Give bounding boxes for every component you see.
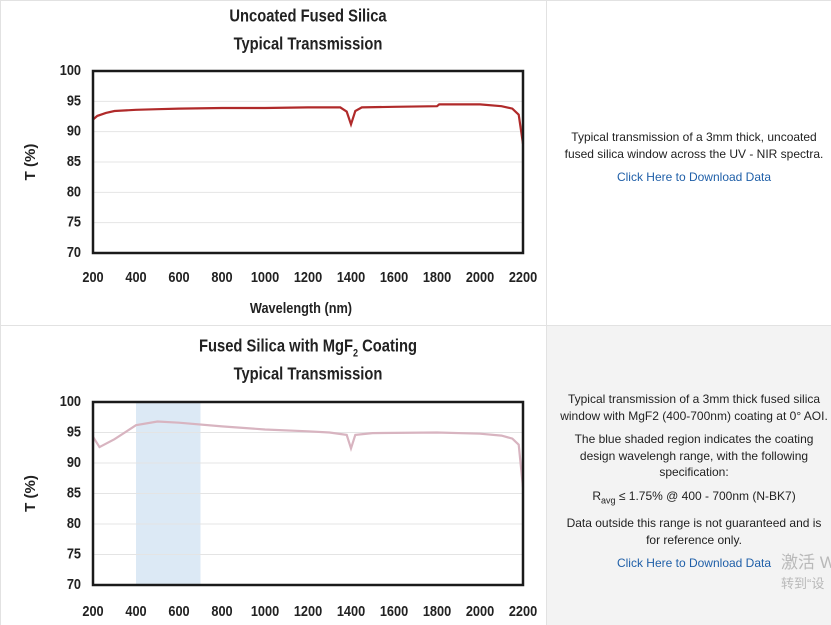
- chart-subtitle: Typical Transmission: [234, 34, 383, 54]
- info-cell: Typical transmission of a 3mm thick, unc…: [546, 0, 831, 326]
- info-panel: Typical transmission of a 3mm thick fuse…: [559, 391, 829, 579]
- x-tick-label: 2000: [466, 268, 495, 285]
- y-tick-label: 100: [60, 61, 81, 78]
- x-tick-label: 1400: [337, 602, 366, 619]
- description: Typical transmission of a 3mm thick, unc…: [564, 130, 824, 161]
- chart-cell: Fused Silica with MgF2 Coating Typical Tra…: [0, 325, 547, 625]
- x-tick-label: 600: [168, 602, 189, 619]
- shade-note: The blue shaded region indicates the coa…: [574, 432, 814, 479]
- chart-title: Uncoated Fused Silica: [229, 6, 387, 26]
- x-tick-label: 1200: [294, 602, 323, 619]
- y-tick-label: 90: [67, 122, 81, 139]
- chart: Uncoated Fused Silica Typical Transmissio…: [22, 6, 538, 316]
- chart-subtitle: Typical Transmission: [234, 364, 383, 384]
- y-tick-label: 70: [67, 575, 81, 592]
- title-text: Uncoated Fused Silica: [229, 6, 387, 26]
- title-subscript: 2: [353, 347, 358, 359]
- chart-cell: Uncoated Fused Silica Typical Transmissio…: [0, 0, 547, 326]
- x-tick-label: 800: [211, 602, 232, 619]
- x-tick-label: 600: [168, 268, 189, 285]
- watermark: 转到“设: [781, 576, 825, 591]
- y-tick-label: 80: [67, 514, 81, 531]
- chart: Fused Silica with MgF2 Coating Typical Tra…: [22, 336, 538, 619]
- data-line: [92, 103, 525, 144]
- y-tick-label: 75: [67, 213, 81, 230]
- x-tick-label: 400: [125, 268, 146, 285]
- x-tick-label: 1200: [294, 268, 323, 285]
- x-tick-label: 1600: [380, 602, 409, 619]
- plot-frame: [91, 69, 525, 255]
- spec-symbol: R: [592, 488, 601, 503]
- x-tick-label: 1600: [380, 268, 409, 285]
- y-tick-label: 80: [67, 182, 81, 199]
- y-axis-label: T (%): [22, 475, 39, 512]
- note: Data outside this range is not guarantee…: [566, 516, 822, 547]
- description: Typical transmission of a 3mm thick fuse…: [560, 392, 828, 423]
- watermark: 激活 W: [781, 553, 831, 572]
- title-text: Fused Silica with MgF: [199, 336, 353, 356]
- x-tick-label: 2000: [466, 602, 495, 619]
- chart-title: Fused Silica with MgF2 Coating: [199, 336, 417, 359]
- download-link[interactable]: Click Here to Download Data: [616, 170, 772, 184]
- y-tick-label: 85: [67, 152, 81, 169]
- x-tick-label: 1000: [251, 268, 280, 285]
- data-line: [92, 420, 525, 488]
- y-tick-label: 90: [67, 453, 81, 470]
- plot-frame: [91, 400, 525, 587]
- download-link[interactable]: Click Here to Download Data: [616, 556, 772, 571]
- y-tick-label: 95: [67, 422, 81, 439]
- x-tick-label: 1800: [423, 602, 452, 619]
- x-tick-label: 2200: [509, 602, 538, 619]
- y-tick-label: 85: [67, 483, 81, 500]
- x-tick-label: 2200: [509, 268, 538, 285]
- spec-subscript: avg: [600, 494, 616, 505]
- y-tick-label: 100: [60, 392, 81, 409]
- info-panel: Typical transmission of a 3mm thick, unc…: [559, 129, 829, 193]
- spec-text: ≤ 1.75% @ 400 - 700nm (N-BK7): [618, 488, 796, 503]
- y-tick-label: 70: [67, 243, 81, 260]
- y-tick-label: 95: [67, 91, 81, 108]
- x-tick-label: 200: [82, 268, 103, 285]
- y-tick-label: 75: [67, 544, 81, 561]
- x-tick-label: 1800: [423, 268, 452, 285]
- x-tick-label: 200: [82, 602, 103, 619]
- y-axis-label: T (%): [22, 144, 39, 181]
- x-tick-label: 1000: [251, 602, 280, 619]
- specification: Ravg ≤ 1.75% @ 400 - 700nm (N-BK7): [559, 488, 829, 509]
- x-tick-label: 1400: [337, 268, 366, 285]
- x-tick-label: 400: [125, 602, 146, 619]
- x-axis-label: Wavelength (nm): [250, 299, 352, 316]
- title-text: Coating: [362, 336, 417, 356]
- info-cell: Typical transmission of a 3mm thick fuse…: [546, 325, 831, 625]
- x-tick-label: 800: [211, 268, 232, 285]
